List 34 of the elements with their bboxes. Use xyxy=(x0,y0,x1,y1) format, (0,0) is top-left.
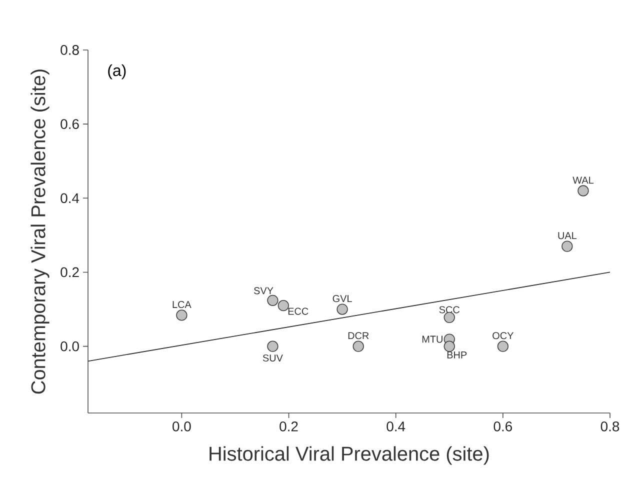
annotation: UAL xyxy=(558,232,577,240)
y-tick-label: 0.6 xyxy=(60,119,79,130)
y-axis-title: Contemporary Viral Prevalence (site) xyxy=(30,70,50,394)
annotation: WAL xyxy=(572,176,594,184)
point xyxy=(444,340,455,352)
point xyxy=(497,340,508,352)
x-tick-label: 0.2 xyxy=(280,421,298,432)
x-tick-label: 0.0 xyxy=(172,421,191,432)
x-tick-label: 0.8 xyxy=(600,421,620,432)
x-axis-title: Historical Viral Prevalence (site) xyxy=(210,446,489,465)
annotation: DCR xyxy=(348,332,369,340)
annotation: (a) xyxy=(108,64,126,80)
annotation: ECC xyxy=(288,308,308,315)
point xyxy=(267,294,278,306)
point xyxy=(562,240,573,252)
y-tick-label: 0.8 xyxy=(60,45,79,55)
point xyxy=(278,300,289,312)
y-tick-label: 0.4 xyxy=(60,193,80,204)
annotation: BHP xyxy=(447,352,467,358)
annotation: SVY xyxy=(254,287,274,294)
point xyxy=(267,340,278,352)
point xyxy=(352,340,364,352)
annotation: GVL xyxy=(332,295,352,302)
annotation: MTU xyxy=(422,336,442,343)
point xyxy=(578,185,589,196)
annotation: OCY xyxy=(492,332,514,340)
point xyxy=(176,310,188,321)
annotation: LCA xyxy=(172,300,192,308)
y-tick-label: 0.0 xyxy=(60,341,79,352)
point xyxy=(336,304,348,315)
x-tick-label: 0.6 xyxy=(494,421,512,432)
annotation: SUV xyxy=(262,354,283,362)
x-tick-label: 0.4 xyxy=(386,421,406,432)
y-tick-label: 0.2 xyxy=(60,267,79,278)
